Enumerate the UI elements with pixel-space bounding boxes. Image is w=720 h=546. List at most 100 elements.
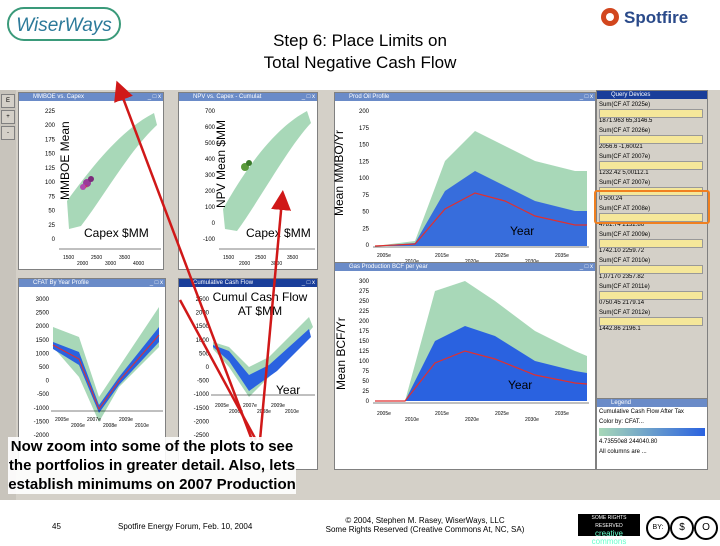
cc-by-icon: BY: (646, 516, 670, 540)
query-slider-row[interactable]: Sum(CF AT 2012e) 1442.86 2196.1 (599, 309, 703, 333)
toolbar-button-3[interactable]: - (1, 126, 15, 140)
y-tick-label: 100 (359, 176, 370, 182)
gas-x-label: Year (508, 378, 533, 392)
y-tick-label: 0 (212, 221, 216, 227)
range-slider[interactable] (599, 291, 703, 300)
y-tick-label: 150 (359, 143, 370, 149)
query-slider-row[interactable]: Sum(CF AT 2026e) 2056.6 -1,60021 (599, 127, 703, 151)
y-tick-label: 125 (45, 166, 56, 172)
mmboe-window-titlebar[interactable]: MMBOE vs. Capex _ □ x (19, 93, 163, 101)
cc-sa-icon: O (694, 516, 718, 540)
wiserways-logo: WiserWays (6, 4, 124, 44)
range-slider[interactable] (599, 109, 703, 118)
slide-title: Step 6: Place Limits on Total Negative C… (180, 30, 540, 74)
arrow-to-cfat (178, 299, 258, 441)
mmboe-vs-capex-window[interactable]: MMBOE vs. Capex _ □ x 225 200 175 150 125 100 7… (18, 92, 164, 270)
range-slider[interactable] (599, 265, 703, 274)
y-tick-label: 500 (199, 351, 210, 357)
query-slider-values: 1,07170 2357.82 (599, 274, 645, 280)
npv-window-titlebar[interactable]: NPV vs. Capex - Cumulat _ □ x (179, 93, 317, 101)
prod-oil-profile-window[interactable]: Prod Oil Profile _ □ x 200 175 150 125 100 75 5… (334, 92, 596, 270)
y-tick-label: 25 (48, 223, 55, 229)
svg-text:2009e: 2009e (119, 417, 133, 423)
y-tick-label: 25 (362, 226, 369, 232)
query-slider-values: 1871.963 65,3146.5 (599, 118, 653, 124)
query-slider-row[interactable]: Sum(CF AT 2008e) 4781.74 2132.86 (599, 205, 703, 229)
svg-text:2000: 2000 (239, 261, 250, 267)
range-slider[interactable] (599, 161, 703, 170)
y-tick-label: 250 (359, 299, 370, 305)
y-tick-label: 50 (362, 210, 369, 216)
svg-text:2006e: 2006e (71, 423, 85, 429)
mmboe-scatter-plot[interactable]: 225 200 175 150 125 100 75 50 25 0 x 150020002500… (19, 101, 163, 269)
arrow-to-npv (258, 190, 292, 441)
y-tick-label: 2500 (196, 297, 210, 303)
cfat-window-title: CFAT By Year Profile (33, 280, 89, 286)
cumul-window-titlebar[interactable]: Cumulative Cash Flow _ □ x (179, 279, 317, 287)
y-tick-label: 225 (359, 309, 370, 315)
y-tick-label: 3000 (36, 297, 50, 303)
svg-text:2035e: 2035e (555, 253, 569, 259)
y-tick-label: -1000 (194, 392, 210, 398)
range-slider[interactable] (599, 239, 703, 248)
svg-text:2008e: 2008e (103, 423, 117, 429)
legend-range: 4.73550e8 244040.80 (599, 439, 658, 445)
svg-text:2010e: 2010e (135, 423, 149, 429)
query-slider-label: Sum(CF AT 2007e) (599, 180, 651, 186)
y-tick-label: 0 (366, 243, 370, 249)
creative-commons-badge[interactable]: SOME RIGHTS RESERVED creative commons (578, 514, 640, 546)
y-tick-label: 75 (362, 369, 369, 375)
y-tick-label: 125 (359, 349, 370, 355)
y-tick-label: 600 (205, 125, 216, 131)
svg-text:1500: 1500 (223, 255, 234, 261)
copyright-line1: © 2004, Stephen M. Rasey, WiserWays, LLC (345, 516, 505, 525)
gas-window-titlebar[interactable]: Gas Production BCF per year _ □ x (335, 263, 595, 271)
query-slider-row[interactable]: Sum(CF AT 2007e) 1232.42 5,00112.1 (599, 153, 703, 177)
gas-production-window[interactable]: Gas Production BCF per year _ □ x 300 275 2… (334, 262, 596, 470)
svg-text:1500: 1500 (63, 255, 74, 261)
range-slider[interactable] (599, 317, 703, 326)
cfat-line-plot[interactable]: 3000 2500 2000 1500 1000 500 0 -500 -1000 -1500 -2… (19, 287, 165, 469)
query-slider-row[interactable]: Sum(CF AT 2009e) 1742.10 2259.72 (599, 231, 703, 255)
npv-vs-capex-window[interactable]: NPV vs. Capex - Cumulat _ □ x 700 600 500 40… (178, 92, 318, 270)
y-tick-label: 2000 (196, 311, 210, 317)
y-tick-label: 400 (205, 157, 216, 163)
svg-text:2007e: 2007e (87, 417, 101, 423)
y-tick-label: -1500 (194, 406, 210, 412)
y-tick-label: 225 (45, 109, 56, 115)
range-slider[interactable] (599, 213, 703, 222)
cc-badge-top: SOME RIGHTS RESERVED (591, 515, 627, 529)
gas-window-title: Gas Production BCF per year (349, 264, 428, 270)
query-slider-values: 0750.45 2179.14 (599, 300, 645, 306)
prod-oil-window-titlebar[interactable]: Prod Oil Profile _ □ x (335, 93, 595, 101)
toolbar-button-2[interactable]: + (1, 110, 15, 124)
range-slider[interactable] (599, 135, 703, 144)
query-slider-label: Sum(CF AT 2025e) (599, 102, 651, 108)
y-tick-label: -2500 (194, 433, 210, 439)
y-tick-label: 275 (359, 289, 370, 295)
svg-text:2005e: 2005e (377, 411, 391, 417)
cfat-window-titlebar[interactable]: CFAT By Year Profile _ □ x (19, 279, 165, 287)
y-tick-label: 1000 (36, 351, 50, 357)
query-panel-title: Query Devices (597, 91, 707, 99)
svg-text:2000: 2000 (77, 261, 88, 267)
y-tick-label: 200 (359, 109, 370, 115)
y-tick-label: 2000 (36, 324, 50, 330)
query-slider-row[interactable]: Sum(CF AT 2010e) 1,07170 2357.82 (599, 257, 703, 281)
query-slider-row[interactable]: Sum(CF AT 2025e) 1871.963 65,3146.5 (599, 101, 703, 125)
spotfire-logo: Spotfire (598, 4, 716, 30)
npv-window-title: NPV vs. Capex - Cumulat (193, 94, 262, 100)
legend-footer: All columns are ... (599, 449, 647, 455)
left-toolbar: E + - (0, 90, 16, 500)
query-slider-row[interactable]: Sum(CF AT 2011e) 0750.45 2179.14 (599, 283, 703, 307)
y-tick-label: 50 (48, 209, 55, 215)
toolbar-button-1[interactable]: E (1, 94, 15, 108)
svg-text:2010e: 2010e (285, 409, 299, 415)
y-tick-label: 50 (362, 379, 369, 385)
highlight-box (594, 190, 710, 224)
copyright-line2: Some Rights Reserved (Creative Commons A… (325, 525, 525, 534)
svg-text:2009e: 2009e (271, 403, 285, 409)
